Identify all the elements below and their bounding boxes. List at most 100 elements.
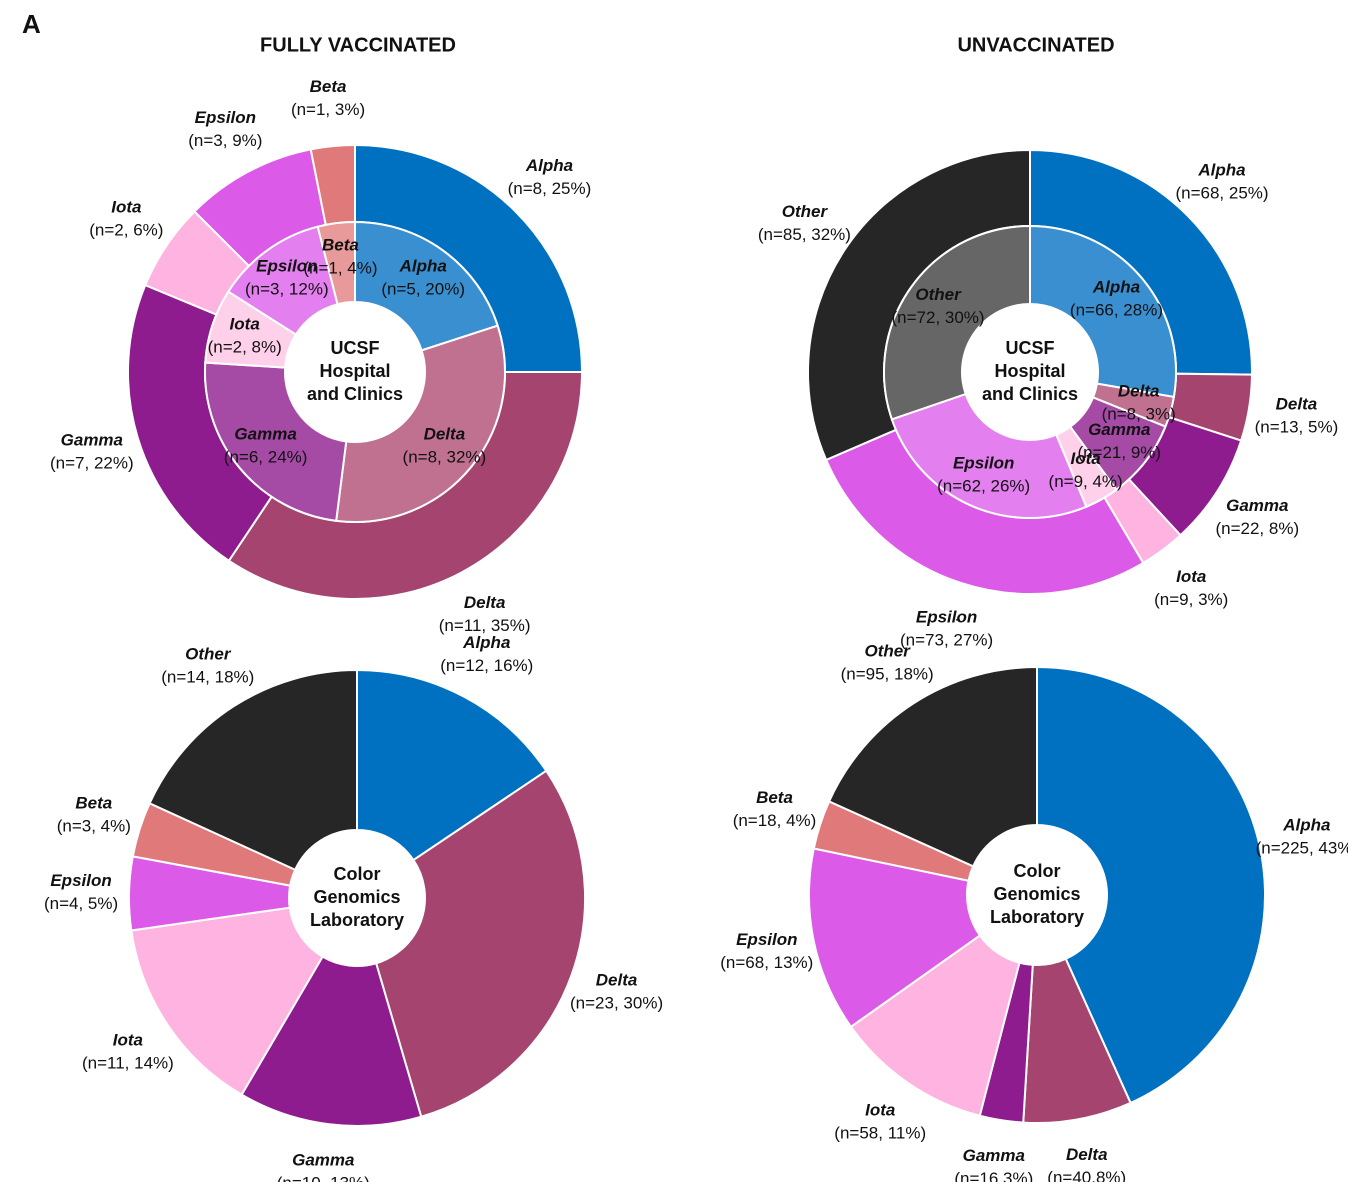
slice-name: Alpha <box>399 257 447 276</box>
slice-name: Other <box>185 644 232 663</box>
slice-name: Gamma <box>1088 420 1150 439</box>
separator: - <box>955 609 961 628</box>
slice-name: Alpha <box>1197 161 1245 180</box>
slice-value-label: (n=6, 24%) <box>224 447 308 466</box>
slice <box>808 847 982 1029</box>
slice-name: Beta <box>310 77 347 96</box>
slice-value-label: (n=2, 6%) <box>89 221 163 240</box>
slice-value-label: (n=68, 13%) <box>720 953 813 972</box>
slice-value-label: (n=18, 4%) <box>733 811 817 830</box>
slice <box>1029 224 1177 399</box>
center-hole <box>964 306 1096 438</box>
slice-value-label: (n=8, 25%) <box>508 179 592 198</box>
slice <box>827 665 1038 868</box>
slice <box>883 224 1031 421</box>
slice <box>240 955 423 1127</box>
slice-value-label: (n=1, 4%) <box>303 258 377 277</box>
slice-value-label: (n=13, 5%) <box>1255 417 1339 436</box>
center-label: Hospital <box>319 361 390 381</box>
slice-name: Delta <box>596 970 638 989</box>
slice <box>204 361 348 522</box>
slice-name: Other <box>864 642 911 661</box>
slice-name: Iota <box>230 315 260 334</box>
slice-name: Delta <box>424 424 466 443</box>
slice <box>316 220 356 306</box>
slice <box>148 668 358 872</box>
slice-value-label: (n=21, 9%) <box>1077 443 1161 462</box>
slice-value-label: (n=23, 30%) <box>570 993 663 1012</box>
slice <box>130 906 324 1097</box>
center-label: Genomics <box>993 884 1080 904</box>
slice-name: Epsilon <box>916 607 977 626</box>
slice-name: Epsilon <box>736 930 797 949</box>
slice-value-label: (n=11, 14%) <box>82 1053 174 1072</box>
slice-name: Beta <box>322 235 359 254</box>
center-label: UCSF <box>331 338 380 358</box>
slice-name: Alpha <box>525 156 573 175</box>
slice-name: Alpha <box>1282 816 1330 835</box>
slice-value-label: (n=9, 3%) <box>1154 590 1228 609</box>
slice-name: Delta <box>464 593 506 612</box>
slice-name: Epsilon <box>953 454 1014 473</box>
slice-value-label: (n=8, 3%) <box>1102 404 1176 423</box>
slice-value-label: (n=58, 11%) <box>834 1124 926 1143</box>
slice-value-label: (n=16 3%) <box>954 1169 1033 1182</box>
center-hole <box>969 827 1105 963</box>
slice-name: Iota <box>1071 449 1101 468</box>
slice-value-label: (n=9, 4%) <box>1049 472 1123 491</box>
slice-value-label: (n=11, 35%) <box>439 616 531 635</box>
slice-value-label: (n=3, 9%) <box>188 131 262 150</box>
center-hole <box>287 304 423 440</box>
slice-name: Gamma <box>963 1146 1025 1165</box>
slice-value-label: (n=225, 43%) <box>1256 839 1348 858</box>
center-label: Color <box>1014 861 1061 881</box>
slice-value-label: (n=2, 8%) <box>208 338 282 357</box>
slice-name: Iota <box>865 1101 895 1120</box>
slice-value-label: (n=5, 20%) <box>381 280 465 299</box>
slice-name: Gamma <box>292 1150 354 1169</box>
center-label: Laboratory <box>310 910 404 930</box>
slice-value-label: (n=10, 13%) <box>277 1173 370 1182</box>
slice-name: Iota <box>1176 567 1206 586</box>
slice-value-label: (n=66, 28%) <box>1070 301 1163 320</box>
slice-name: Beta <box>756 788 793 807</box>
slice-value-label: (n=72, 30%) <box>892 308 985 327</box>
slice-value-label: (n=8, 32%) <box>403 447 487 466</box>
center-label: Color <box>334 864 381 884</box>
slice-value-label: (n=3, 4%) <box>57 816 131 835</box>
slice-value-label: (n=12, 16%) <box>440 656 533 675</box>
slice-name: Other <box>915 285 962 304</box>
slice-value-label: (n=68, 25%) <box>1175 184 1268 203</box>
center-label: UCSF <box>1006 338 1055 358</box>
center-label: and Clinics <box>307 384 403 404</box>
slice-value-label: (n=40,8%) <box>1047 1168 1126 1182</box>
slice <box>356 668 548 862</box>
panel-label: A <box>22 9 41 39</box>
center-hole <box>291 832 423 964</box>
slice-value-label: (n=73, 27%) <box>900 630 993 649</box>
slice-name: Alpha <box>1092 278 1140 297</box>
slice-name: Beta <box>75 793 112 812</box>
slice-value-label: (n=7, 22%) <box>50 453 134 472</box>
slice <box>354 220 499 352</box>
slice <box>890 392 1088 519</box>
slice-name: Delta <box>1118 381 1160 400</box>
slice-name: Epsilon <box>50 871 111 890</box>
slice <box>849 934 1021 1117</box>
slice-name: Other <box>782 202 829 221</box>
slice-name: Iota <box>111 198 141 217</box>
slice-value-label: (n=14, 18%) <box>161 667 254 686</box>
slice-value-label: (n=85, 32%) <box>758 225 851 244</box>
center-label: Hospital <box>994 361 1065 381</box>
slice-value-label: (n=62, 26%) <box>937 477 1030 496</box>
slice <box>374 769 586 1119</box>
slice-value-label: (n=22, 8%) <box>1215 519 1299 538</box>
slice-name: Epsilon <box>195 108 256 127</box>
slice-name: Iota <box>113 1030 143 1049</box>
center-label: and Clinics <box>982 384 1078 404</box>
slice-name: Epsilon <box>256 257 317 276</box>
column-title: FULLY VACCINATED <box>260 34 456 56</box>
slice <box>1036 665 1266 1105</box>
slice-name: Alpha <box>462 633 510 652</box>
